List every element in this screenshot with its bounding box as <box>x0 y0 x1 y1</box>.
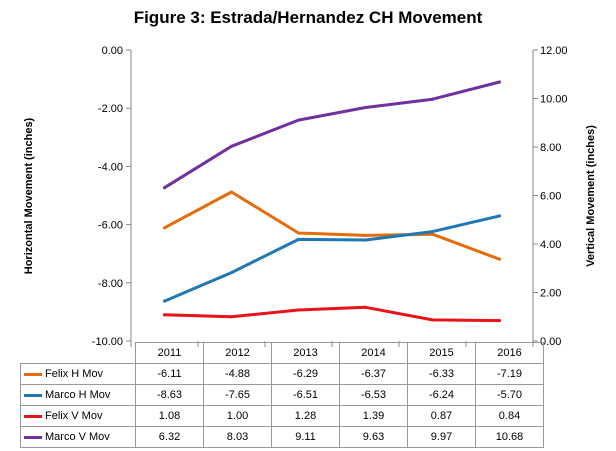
data-point <box>297 231 300 235</box>
data-label: -8.63 <box>135 384 204 406</box>
data-label: 1.39 <box>339 405 408 427</box>
data-point <box>230 190 233 194</box>
data-point <box>431 97 434 101</box>
legend-entry: Felix H Mov <box>20 363 136 385</box>
series-line-1 <box>163 214 501 303</box>
y2-tick-label: 12.00 <box>540 45 568 57</box>
data-point <box>364 238 367 242</box>
data-point <box>498 319 501 323</box>
legend-key <box>24 372 42 376</box>
data-label: -7.19 <box>475 363 544 385</box>
y2-tick-label: 6.00 <box>540 191 561 203</box>
data-label: 9.97 <box>407 426 476 448</box>
x-tick-label: 2015 <box>407 342 476 364</box>
data-label: 10.68 <box>475 426 544 448</box>
series-line-3 <box>163 80 501 190</box>
x-tick-label: 2016 <box>475 342 544 364</box>
data-point <box>230 144 233 148</box>
data-point <box>163 313 166 317</box>
data-point <box>498 80 501 84</box>
data-label: -5.70 <box>475 384 544 406</box>
data-label: 8.03 <box>203 426 272 448</box>
data-label: -6.33 <box>407 363 476 385</box>
y2-tick-label: 10.00 <box>540 94 568 106</box>
data-point <box>297 308 300 312</box>
data-label: -7.65 <box>203 384 272 406</box>
data-point <box>364 233 367 237</box>
y2-tick-label: 2.00 <box>540 288 561 300</box>
data-label: -6.29 <box>271 363 340 385</box>
legend-label: Marco H Mov <box>45 389 111 401</box>
legend-label: Marco V Mov <box>45 431 110 443</box>
data-label: 6.32 <box>135 426 204 448</box>
data-label: 0.87 <box>407 405 476 427</box>
data-point <box>297 237 300 241</box>
table-row: Felix H Mov -6.11 -4.88 -6.29 -6.37 -6.33 -7.1… <box>20 363 544 385</box>
table-corner-cell <box>20 342 136 364</box>
data-label: 1.00 <box>203 405 272 427</box>
data-label: -6.37 <box>339 363 408 385</box>
legend-label: Felix V Mov <box>45 410 103 422</box>
data-point <box>364 105 367 109</box>
legend-key <box>24 414 42 418</box>
legend-entry: Marco H Mov <box>20 384 136 406</box>
y-tick-label: 0.00 <box>102 45 123 57</box>
data-point <box>364 305 367 309</box>
data-point <box>163 226 166 230</box>
x-tick-label: 2013 <box>271 342 340 364</box>
data-point <box>230 315 233 319</box>
y-tick-label: -8.00 <box>98 278 123 290</box>
legend-key <box>24 393 42 397</box>
y2-tick-label: 8.00 <box>540 142 561 154</box>
data-point <box>163 186 166 190</box>
data-label: -6.24 <box>407 384 476 406</box>
y2-tick-label: 4.00 <box>540 239 561 251</box>
data-point <box>431 232 434 236</box>
table-header-row: 2011 2012 2013 2014 2015 2016 <box>20 342 544 364</box>
legend-key <box>24 435 42 439</box>
chart-title: Figure 3: Estrada/Hernandez CH Movement <box>133 8 483 27</box>
data-table: 2011 2012 2013 2014 2015 2016 Felix H Mov -6.11… <box>20 342 544 448</box>
data-point <box>163 299 166 303</box>
data-label: 1.08 <box>135 405 204 427</box>
data-point <box>431 230 434 234</box>
data-label: 0.84 <box>475 405 544 427</box>
legend-entry: Felix V Mov <box>20 405 136 427</box>
y-axis-label: Horizontal Movement (inches) <box>23 117 35 274</box>
y-tick-label: -4.00 <box>98 161 123 173</box>
legend-label: Felix H Mov <box>45 368 104 380</box>
data-point <box>498 257 501 261</box>
y2-tick-label: 0.00 <box>540 336 561 348</box>
table-row: Felix V Mov 1.08 1.00 1.28 1.39 0.87 0.84 <box>20 405 544 427</box>
legend-entry: Marco V Mov <box>20 426 136 448</box>
y-tick-label: -6.00 <box>98 220 123 232</box>
data-label: 9.63 <box>339 426 408 448</box>
data-label: -6.11 <box>135 363 204 385</box>
x-tick-label: 2014 <box>339 342 408 364</box>
data-point <box>431 318 434 322</box>
data-point <box>498 214 501 218</box>
data-label: 9.11 <box>271 426 340 448</box>
series-line-0 <box>163 190 501 261</box>
y2-axis-label: Vertical Movement (inches) <box>585 125 597 267</box>
table-row: Marco H Mov -8.63 -7.65 -6.51 -6.53 -6.24 -5.7… <box>20 384 544 406</box>
data-label: -6.53 <box>339 384 408 406</box>
x-tick-label: 2012 <box>203 342 272 364</box>
y-tick-label: -2.00 <box>98 103 123 115</box>
data-label: -4.88 <box>203 363 272 385</box>
table-row: Marco V Mov 6.32 8.03 9.11 9.63 9.97 10.68 <box>20 426 544 448</box>
data-point <box>297 118 300 122</box>
x-tick-label: 2011 <box>135 342 204 364</box>
data-label: -6.51 <box>271 384 340 406</box>
data-point <box>230 271 233 275</box>
data-label: 1.28 <box>271 405 340 427</box>
series-line-2 <box>163 305 501 323</box>
